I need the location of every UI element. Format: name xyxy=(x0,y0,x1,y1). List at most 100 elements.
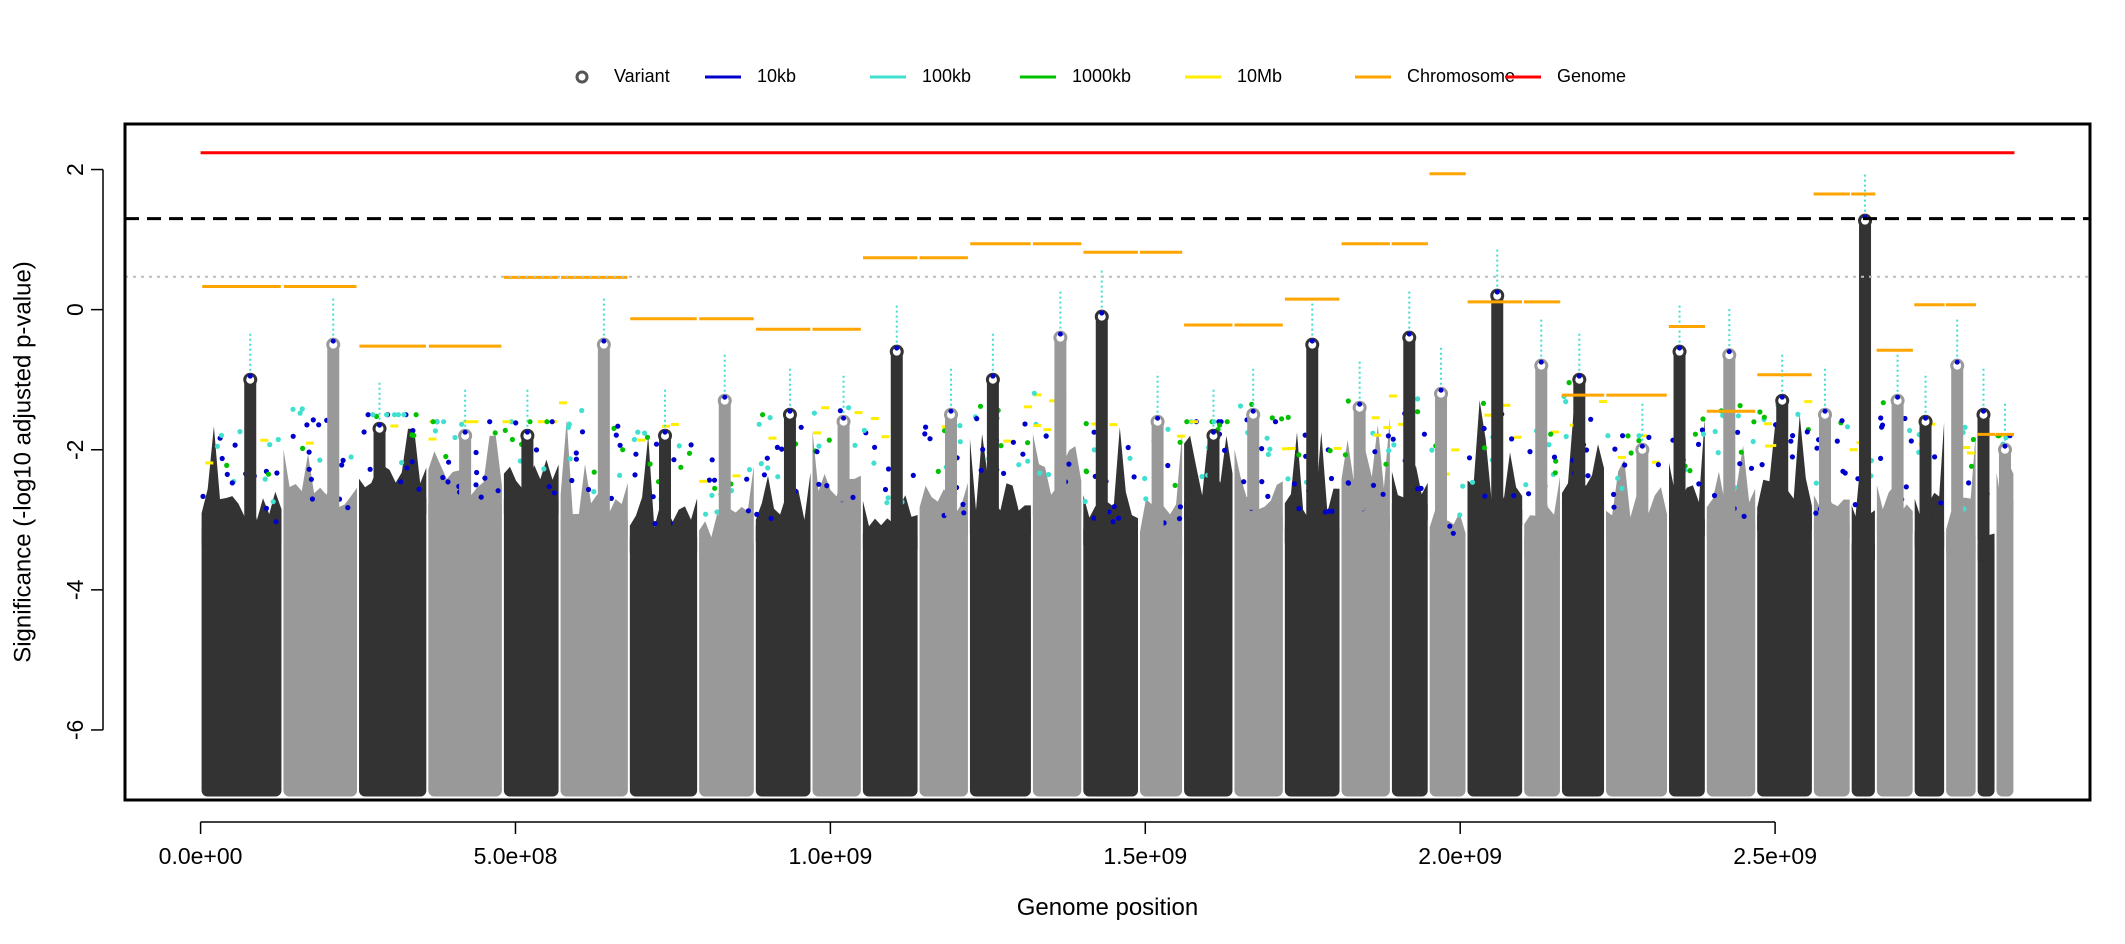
peak-column xyxy=(1722,306,1737,517)
window-10kb-point xyxy=(923,424,929,430)
window-10kb-point xyxy=(309,496,315,502)
window-10kb-point xyxy=(882,486,889,493)
variant-mass xyxy=(428,499,502,797)
window-1000kb-point xyxy=(1269,415,1275,421)
peak-window-point xyxy=(1057,331,1063,337)
window-1000kb-point xyxy=(1566,380,1572,386)
window-100kb-point xyxy=(703,511,709,517)
window-100kb-point xyxy=(1429,447,1435,453)
window-10kb-point xyxy=(1804,429,1810,435)
window-10kb-point xyxy=(573,456,580,462)
peak-window-point xyxy=(1099,310,1105,316)
window-100kb-point xyxy=(1795,411,1801,417)
chromosome-block-8 xyxy=(699,317,754,797)
window-100kb-point xyxy=(714,509,720,515)
window-1000kb-point xyxy=(647,461,653,467)
window-10kb-point xyxy=(1372,449,1378,455)
window-1000kb-point xyxy=(1737,403,1743,409)
chromosome-block-22 xyxy=(1429,172,1466,797)
window-1000kb-point xyxy=(1481,445,1487,451)
window-100kb-point xyxy=(267,442,273,448)
peak-window-point xyxy=(990,373,996,379)
y-tick-label: 0 xyxy=(62,303,88,316)
window-10kb-point xyxy=(1903,484,1909,490)
window-100kb-point xyxy=(1700,431,1707,437)
window-10kb-point xyxy=(1699,427,1705,433)
variant-mass xyxy=(1184,497,1233,797)
window-10kb-point xyxy=(608,495,615,501)
window-1000kb-point xyxy=(409,432,415,438)
window-10kb-point xyxy=(1165,462,1171,469)
window-10kb-point xyxy=(974,416,980,422)
window-10kb-point xyxy=(688,442,694,448)
window-100kb-point xyxy=(885,495,891,501)
window-10kb-point xyxy=(290,433,296,439)
window-1000kb-point xyxy=(686,450,693,456)
window-100kb-point xyxy=(767,415,773,421)
peak-window-point xyxy=(948,408,954,414)
window-10kb-point xyxy=(961,510,967,516)
window-100kb-point xyxy=(1391,442,1397,448)
window-1000kb-point xyxy=(977,403,984,409)
peak-window-point xyxy=(1895,394,1901,400)
window-10kb-point xyxy=(744,476,750,482)
window-100kb-point xyxy=(816,443,822,449)
variant-profile xyxy=(629,435,698,553)
variant-mass xyxy=(1669,514,1705,797)
window-10kb-point xyxy=(774,444,781,450)
window-10kb-point xyxy=(404,465,410,471)
window-10kb-point xyxy=(850,494,856,500)
window-100kb-point xyxy=(1636,433,1642,439)
window-10kb-point xyxy=(446,459,452,465)
window-10kb-point xyxy=(927,436,933,442)
window-1000kb-point xyxy=(502,427,508,433)
legend-item-1000kb: 1000kb xyxy=(1020,66,1131,86)
variant-profile xyxy=(201,426,282,545)
chromosome-block-10 xyxy=(811,327,863,797)
x-tick-label: 1.0e+09 xyxy=(788,843,872,869)
window-10kb-point xyxy=(585,486,592,493)
window-10kb-point xyxy=(274,470,280,476)
window-10kb-point xyxy=(549,419,555,425)
window-1000kb-point xyxy=(678,464,684,470)
window-10kb-point xyxy=(573,450,579,456)
chromosome-block-6 xyxy=(558,275,628,797)
window-100kb-point xyxy=(1264,435,1270,441)
chromosome-block-34 xyxy=(1945,303,1977,797)
window-10kb-point xyxy=(615,423,621,429)
y-axis-label: Significance (-log10 adjusted p-value) xyxy=(9,261,36,663)
window-100kb-point xyxy=(452,434,458,441)
window-10kb-point xyxy=(1421,431,1427,437)
window-100kb-point xyxy=(299,406,305,412)
chromosome-block-4 xyxy=(428,344,502,797)
peak-variant-column xyxy=(597,344,610,515)
window-10kb-point xyxy=(1272,419,1279,425)
window-1000kb-point xyxy=(644,434,651,440)
window-100kb-point xyxy=(1469,479,1476,485)
peak-variant-column xyxy=(1673,351,1686,515)
chromosome-block-21 xyxy=(1388,242,1428,797)
chromosome-block-25 xyxy=(1561,330,1607,797)
window-10kb-point xyxy=(533,447,540,453)
window-10kb-point xyxy=(978,467,984,473)
peak-window-point xyxy=(247,373,253,379)
legend-label: 10kb xyxy=(757,66,796,86)
variant-mass xyxy=(1977,539,1995,797)
window-10kb-point xyxy=(1612,446,1618,452)
chromosome-block-26 xyxy=(1605,393,1668,797)
window-10kb-point xyxy=(1110,519,1116,525)
window-10kb-point xyxy=(1695,441,1702,447)
window-100kb-point xyxy=(1615,475,1621,481)
window-10kb-point xyxy=(1329,508,1335,514)
x-tick-label: 5.0e+08 xyxy=(474,843,558,869)
window-100kb-point xyxy=(399,460,405,466)
variant-profile xyxy=(1032,433,1082,517)
window-10kb-point xyxy=(546,484,552,490)
window-1000kb-point xyxy=(300,445,306,451)
variant-profile xyxy=(1083,427,1138,545)
variant-mass xyxy=(201,523,282,797)
window-10kb-point xyxy=(1611,504,1617,510)
peak-column xyxy=(943,365,958,516)
chromosome-block-15 xyxy=(1082,250,1138,797)
window-100kb-point xyxy=(459,421,465,427)
